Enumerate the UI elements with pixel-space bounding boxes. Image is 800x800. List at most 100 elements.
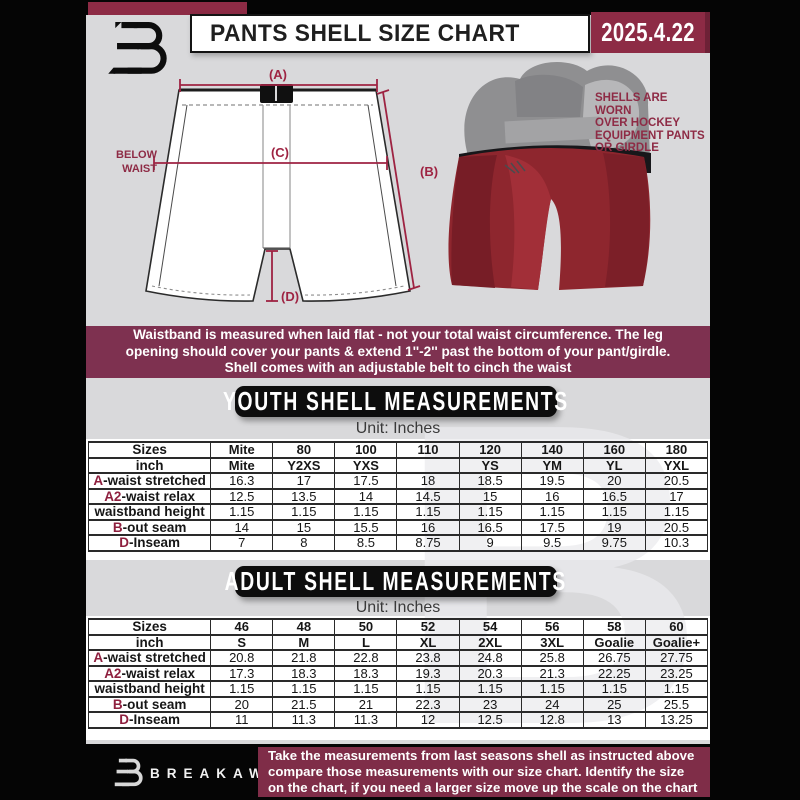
value-cell: YXS <box>334 456 398 474</box>
footer-instruction-line: Take the measurements from last seasons … <box>268 747 695 763</box>
value-cell: 8.75 <box>396 534 460 552</box>
value-cell: 17.5 <box>334 472 398 490</box>
value-cell: 7 <box>210 534 274 552</box>
value-cell: 1.15 <box>272 503 336 521</box>
value-cell: 9.5 <box>520 534 584 552</box>
value-cell: 1.15 <box>520 503 584 521</box>
value-cell: 52 <box>396 618 460 636</box>
youth-size-table: Sizes Mite 80 100 110 120 140 160 180 inch Mite Y2X… <box>87 441 709 552</box>
footer-breakaway-logo-icon <box>114 758 143 787</box>
value-cell: S <box>210 633 274 651</box>
value-cell: 18.5 <box>458 472 522 490</box>
table-row: A2-waist relax 12.5 13.5 14 14.5 15 16 16.5 17 <box>87 487 709 505</box>
footer-instruction-line: on the chart, if you need a larger size … <box>268 780 698 796</box>
value-cell: 58 <box>582 618 646 636</box>
row-label-prefix: B <box>112 519 123 535</box>
value-cell: YXL <box>644 456 709 474</box>
measure-line-c <box>153 156 388 170</box>
value-cell: 11.3 <box>272 711 336 729</box>
value-cell: 17 <box>644 487 709 505</box>
value-cell: 56 <box>520 618 584 636</box>
shell-measurement-diagram: (A) (B) (C) (D) 7'' BELOW WAIST <box>116 67 438 304</box>
value-cell: 18.3 <box>272 664 336 682</box>
table-row: waistband height 1.15 1.15 1.15 1.15 1.15 1.15… <box>87 680 709 698</box>
value-cell: 20.5 <box>644 472 709 490</box>
value-cell: 1.15 <box>582 680 646 698</box>
table-row: B-out seam 20 21.5 21 22.3 23 24 25 25.5 <box>87 695 709 713</box>
value-cell: 11.3 <box>334 711 398 729</box>
value-cell: 9 <box>458 534 522 552</box>
value-cell: 13 <box>582 711 646 729</box>
value-cell: 24.8 <box>458 649 522 667</box>
value-cell: 25.5 <box>644 695 709 713</box>
value-cell: 22.25 <box>582 664 646 682</box>
red-shell <box>448 148 651 290</box>
shell-lace <box>504 160 526 174</box>
value-cell: 46 <box>210 618 274 636</box>
value-cell: Mite <box>210 456 274 474</box>
value-cell: YS <box>458 456 522 474</box>
measure-line-b <box>376 89 421 291</box>
row-label-cell: B-out seam <box>87 695 212 713</box>
value-cell: 15 <box>272 518 336 536</box>
row-label-prefix: D <box>119 712 129 727</box>
footer-instruction-line: compare those measurements with our size… <box>268 763 685 779</box>
value-cell: 12.5 <box>210 487 274 505</box>
measure-label-b: (B) <box>420 164 438 179</box>
value-cell: 21.3 <box>520 664 584 682</box>
value-cell: 15.5 <box>334 518 398 536</box>
value-cell: 23.25 <box>644 664 709 682</box>
value-cell: 100 <box>334 441 398 459</box>
row-label-prefix: A <box>93 473 104 488</box>
value-cell: 19.3 <box>396 664 460 682</box>
value-cell: L <box>334 633 398 651</box>
table-row: Sizes 46 48 50 52 54 56 58 60 <box>87 618 709 636</box>
value-cell: 140 <box>520 441 584 459</box>
row-label-cell: Sizes <box>87 441 212 459</box>
value-cell: 27.75 <box>644 649 709 667</box>
value-cell: 23 <box>458 695 522 713</box>
value-cell: 20.3 <box>458 664 522 682</box>
value-cell: 1.15 <box>272 680 336 698</box>
value-cell: 17 <box>272 472 336 490</box>
adult-size-table: Sizes 46 48 50 52 54 56 58 60 inch S M L XL 2XL 3XL Goal… <box>87 618 709 729</box>
value-cell: 12.5 <box>458 711 522 729</box>
value-cell: 50 <box>334 618 398 636</box>
value-cell: XL <box>396 633 460 651</box>
value-cell: 14 <box>334 487 398 505</box>
value-cell: 12 <box>396 711 460 729</box>
shorts-silhouette <box>145 89 411 302</box>
value-cell: 20 <box>210 695 274 713</box>
value-cell: 18 <box>396 472 460 490</box>
left-side-seam <box>158 104 188 287</box>
value-cell: 17.5 <box>520 518 584 536</box>
table-row: waistband height 1.15 1.15 1.15 1.15 1.15 1.15… <box>87 503 709 521</box>
value-cell: 1.15 <box>396 680 460 698</box>
measure-line-d <box>266 250 278 302</box>
row-label-cell: inch <box>87 456 212 474</box>
value-cell: 20.5 <box>644 518 709 536</box>
photo-note-line: OVER HOCKEY <box>595 117 680 129</box>
value-cell: 23.8 <box>396 649 460 667</box>
row-label-cell: D-Inseam <box>87 711 212 729</box>
adult-section-heading: ADULT SHELL MEASUREMENTS <box>225 566 565 597</box>
value-cell: 20 <box>582 472 646 490</box>
youth-unit-label: Unit: Inches <box>355 420 441 437</box>
value-cell: 180 <box>644 441 709 459</box>
value-cell: 1.15 <box>458 680 522 698</box>
row-label-cell: A-waist stretched <box>87 472 212 490</box>
adult-unit-label: Unit: Inches <box>355 599 441 616</box>
value-cell <box>396 456 460 474</box>
table-row: inch S M L XL 2XL 3XL Goalie Goalie+ <box>87 633 709 651</box>
value-cell: 1.15 <box>644 680 709 698</box>
table-row: A-waist stretched 16.3 17 17.5 18 18.5 19.5 20 2… <box>87 472 709 490</box>
value-cell: 3XL <box>520 633 584 651</box>
waist-note-line1: 7'' BELOW <box>116 149 158 161</box>
value-cell: 17.3 <box>210 664 274 682</box>
youth-heading-label: YOUTH SHELL MEASUREMENTS <box>223 386 569 416</box>
table-row: Sizes Mite 80 100 110 120 140 160 180 <box>87 441 709 459</box>
value-cell: 1.15 <box>334 680 398 698</box>
right-side-seam <box>367 104 397 287</box>
value-cell: 9.75 <box>582 534 646 552</box>
row-label-cell: A2-waist relax <box>87 664 212 682</box>
